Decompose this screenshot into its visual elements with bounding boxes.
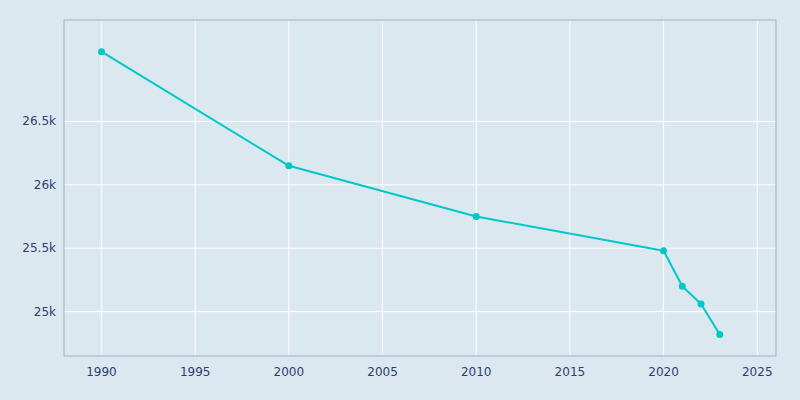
y-grid-line xyxy=(64,311,776,312)
x-tick-label: 2015 xyxy=(555,365,586,379)
x-tick-label: 1990 xyxy=(86,365,117,379)
plot-frame xyxy=(64,20,776,356)
point-marker xyxy=(679,283,686,290)
y-grid-line xyxy=(64,248,776,249)
point-marker xyxy=(660,247,667,254)
y-tick-label: 25k xyxy=(34,305,56,319)
grid xyxy=(64,20,776,356)
y-tick-label: 25.5k xyxy=(22,241,56,255)
x-grid-line xyxy=(476,20,477,356)
x-tick-label: 2005 xyxy=(367,365,398,379)
chart-container: 1990 1995 2000 2005 2010 2015 2020 2025 25k 25.5k… xyxy=(0,0,800,400)
point-marker xyxy=(716,331,723,338)
x-grid-line xyxy=(288,20,289,356)
x-tick-label: 2010 xyxy=(461,365,492,379)
x-grid-line xyxy=(663,20,664,356)
x-grid-line xyxy=(757,20,758,356)
x-grid-line xyxy=(382,20,383,356)
plot-background xyxy=(64,20,776,356)
x-grid-line xyxy=(569,20,570,356)
x-grid-line xyxy=(101,20,102,356)
x-tick-label: 2020 xyxy=(648,365,679,379)
point-marker xyxy=(285,162,292,169)
y-tick-label: 26k xyxy=(34,178,56,192)
x-tick-label: 1995 xyxy=(180,365,211,379)
point-marker xyxy=(698,301,705,308)
x-tick-label: 2000 xyxy=(274,365,305,379)
x-tick-label: 2025 xyxy=(742,365,773,379)
y-tick-label: 26.5k xyxy=(22,114,56,128)
series-line xyxy=(101,52,719,335)
axes: 1990 1995 2000 2005 2010 2015 2020 2025 25k 25.5k… xyxy=(22,114,772,379)
x-grid-line xyxy=(195,20,196,356)
data-group xyxy=(98,48,723,338)
point-marker xyxy=(473,213,480,220)
chart-svg: 1990 1995 2000 2005 2010 2015 2020 2025 25k 25.5k… xyxy=(0,0,800,400)
y-grid-line xyxy=(64,121,776,122)
point-marker xyxy=(98,48,105,55)
y-grid-line xyxy=(64,184,776,185)
